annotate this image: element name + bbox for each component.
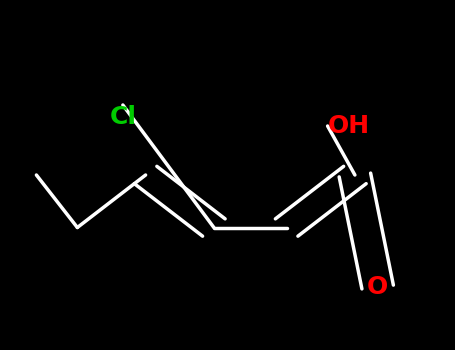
Text: OH: OH: [328, 114, 370, 138]
Text: Cl: Cl: [109, 105, 136, 129]
Text: O: O: [367, 275, 388, 299]
